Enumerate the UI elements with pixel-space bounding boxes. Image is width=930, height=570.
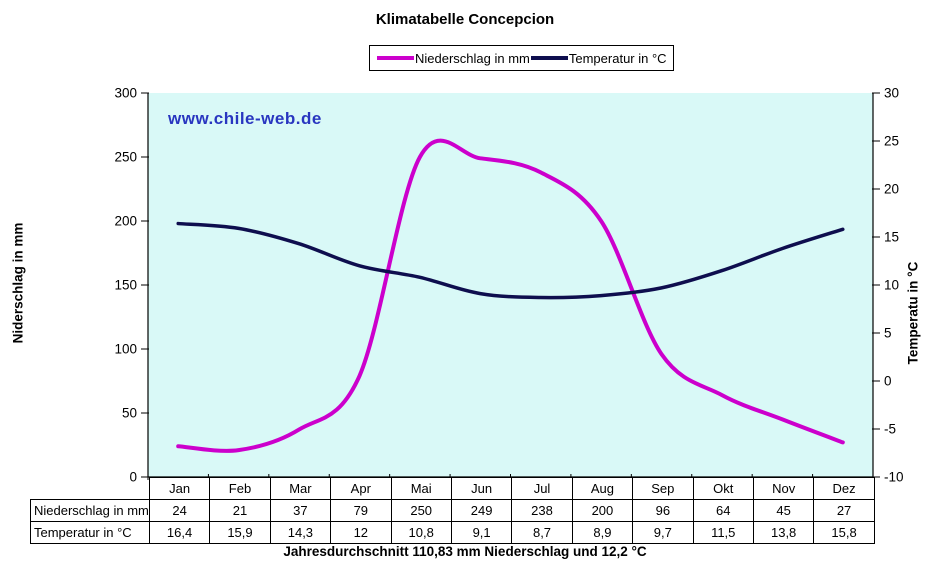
left-axis-tick-label: 250 [114, 150, 137, 165]
right-axis-tick-label: -10 [884, 470, 904, 485]
value-cell: 14,3 [269, 521, 332, 544]
series-line-precipitation [176, 138, 845, 453]
month-header-cell: Aug [571, 477, 634, 500]
value-cell: 16,4 [148, 521, 211, 544]
value-cell: 27 [813, 499, 875, 522]
month-header-cell: Nov [752, 477, 815, 500]
value-cell: 15,8 [813, 521, 875, 544]
legend: Niederschlag in mm Temperatur in °C [369, 45, 674, 71]
month-header-cell: Feb [209, 477, 271, 500]
precipitation-line-swatch [377, 56, 414, 60]
month-header-cell: Jan [148, 477, 211, 500]
series-line-temperature [176, 221, 845, 300]
value-cell: 21 [209, 499, 271, 522]
right-axis-tick-label: 20 [884, 182, 899, 197]
right-axis-tick-label: -5 [884, 422, 896, 437]
table-row: Niederschlag in mm 24 21 37 79 250 249 238 200 96… [30, 499, 875, 522]
value-cell: 9,7 [632, 521, 694, 544]
left-axis-tick-label: 200 [114, 214, 137, 229]
right-axis-tick-label: 30 [884, 86, 899, 101]
month-header-cell: Okt [692, 477, 754, 500]
plot-background [148, 93, 873, 477]
value-cell: 13,8 [752, 521, 815, 544]
value-cell: 238 [511, 499, 573, 522]
right-axis-tick-label: 25 [884, 134, 899, 149]
left-axis-title: Niderschlag in mm [10, 222, 26, 344]
legend-label-temperature: Temperatur in °C [568, 50, 667, 66]
row-label-cell: Niederschlag in mm [30, 499, 150, 522]
legend-item-precipitation: Niederschlag in mm [376, 51, 530, 66]
row-label-cell: Temperatur in °C [30, 521, 150, 544]
month-header-cell: Jul [511, 477, 573, 500]
value-cell: 8,7 [511, 521, 573, 544]
value-cell: 250 [390, 499, 452, 522]
left-axis-tick-label: 50 [122, 406, 137, 421]
value-cell: 64 [692, 499, 754, 522]
right-axis-tick-label: 10 [884, 278, 899, 293]
right-axis-tick-label: 15 [884, 230, 899, 245]
value-cell: 11,5 [692, 521, 754, 544]
value-cell: 37 [269, 499, 332, 522]
table-corner-cell [31, 478, 150, 500]
value-cell: 12 [330, 521, 392, 544]
month-header-cell: Dez [813, 477, 875, 500]
left-axis-tick-label: 150 [114, 278, 137, 293]
left-axis-tick-label: 0 [129, 470, 137, 485]
annual-average-annotation: Jahresdurchschnitt 110,83 mm Niederschla… [283, 544, 647, 559]
value-cell: 200 [571, 499, 634, 522]
left-axis-tick-label: 300 [114, 86, 137, 101]
temperature-line-swatch [530, 56, 568, 60]
month-header-row: Jan Feb Mar Apr Mai Jun Jul Aug Sep Okt Nov Dez [31, 477, 875, 500]
left-axis-tick-label: 100 [114, 342, 137, 357]
legend-item-temperature: Temperatur in °C [530, 51, 667, 66]
value-cell: 79 [330, 499, 392, 522]
climate-data-table: Jan Feb Mar Apr Mai Jun Jul Aug Sep Okt Nov Dez Nied… [30, 477, 875, 544]
month-header-cell: Mai [390, 477, 452, 500]
month-header-cell: Apr [330, 477, 392, 500]
value-cell: 9,1 [450, 521, 513, 544]
month-header-cell: Sep [632, 477, 694, 500]
value-cell: 15,9 [209, 521, 271, 544]
month-header-cell: Jun [450, 477, 513, 500]
right-axis-tick-label: 5 [884, 326, 892, 341]
value-cell: 45 [752, 499, 815, 522]
value-cell: 24 [148, 499, 211, 522]
table-row: Temperatur in °C 16,4 15,9 14,3 12 10,8 9,1 8,7… [30, 521, 875, 544]
legend-label-precipitation: Niederschlag in mm [415, 50, 530, 66]
value-cell: 10,8 [390, 521, 452, 544]
value-cell: 96 [632, 499, 694, 522]
chart-title: Klimatabelle Concepcion [375, 11, 555, 28]
month-header-cell: Mar [269, 477, 332, 500]
right-axis-title: Temperatu in °C [905, 261, 921, 365]
right-axis-tick-label: 0 [884, 374, 892, 389]
value-cell: 249 [450, 499, 513, 522]
value-cell: 8,9 [571, 521, 634, 544]
watermark-link[interactable]: www.chile-web.de [168, 109, 322, 128]
